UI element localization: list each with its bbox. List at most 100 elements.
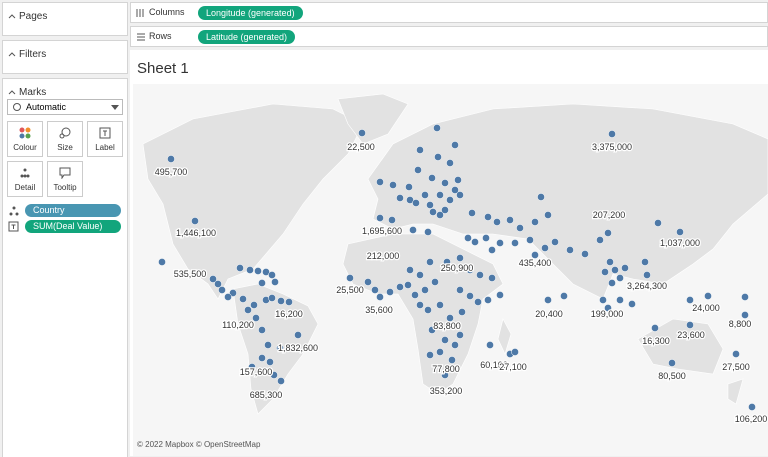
country-dot xyxy=(433,124,441,132)
country-dot xyxy=(209,275,217,283)
tooltip-button[interactable]: Tooltip xyxy=(47,161,83,197)
country-dot xyxy=(268,294,276,302)
value-label: 353,200 xyxy=(430,386,463,396)
country-dot xyxy=(641,258,649,266)
country-dot xyxy=(386,288,394,296)
country-dot xyxy=(604,304,612,312)
country-dot xyxy=(484,213,492,221)
country-dot xyxy=(358,129,366,137)
value-label: 3,375,000 xyxy=(592,142,632,152)
country-dot xyxy=(248,363,256,371)
country-dot xyxy=(441,336,449,344)
country-dot xyxy=(264,341,272,349)
country-dot xyxy=(436,211,444,219)
country-dot xyxy=(431,278,439,286)
mark-type: Automatic xyxy=(26,102,67,112)
country-dot xyxy=(451,341,459,349)
country-dot xyxy=(376,293,384,301)
chevron[interactable] xyxy=(8,51,16,57)
mark-type-dropdown[interactable]: Automatic xyxy=(7,99,123,115)
country-dot xyxy=(468,209,476,217)
country-dot xyxy=(426,351,434,359)
country-dot xyxy=(409,226,417,234)
country-dot xyxy=(441,371,449,379)
country-dot xyxy=(596,236,604,244)
country-dot xyxy=(537,193,545,201)
country-dot xyxy=(277,297,285,305)
country-dot xyxy=(376,214,384,222)
value-label: 83,800 xyxy=(433,321,461,331)
value-label: 1,832,600 xyxy=(278,343,318,353)
value-label: 35,600 xyxy=(365,305,393,315)
country-dot xyxy=(464,234,472,242)
country-dot xyxy=(476,271,484,279)
country-dot xyxy=(229,289,237,297)
country-dot xyxy=(668,359,676,367)
size-icon xyxy=(59,127,71,139)
value-label: 22,500 xyxy=(347,142,375,152)
country-dot xyxy=(451,141,459,149)
colour-icon xyxy=(19,127,31,139)
value-label: 212,000 xyxy=(367,251,400,261)
value-label: 80,500 xyxy=(658,371,686,381)
country-dot xyxy=(294,331,302,339)
country-dot xyxy=(412,199,420,207)
value-label: 110,200 xyxy=(222,320,254,330)
country-dot xyxy=(258,326,266,334)
country-dot xyxy=(531,251,539,259)
country-dot xyxy=(456,331,464,339)
country-dot xyxy=(608,279,616,287)
size-button[interactable]: Size xyxy=(47,121,83,157)
country-dot xyxy=(566,246,574,254)
button-label: Colour xyxy=(13,143,37,152)
country-dot xyxy=(482,234,490,242)
country-dot xyxy=(544,211,552,219)
marks-heading: Marks xyxy=(19,87,47,98)
value-label: 16,200 xyxy=(275,309,303,319)
country-dot xyxy=(246,266,254,274)
rows-pill[interactable]: Latitude (generated) xyxy=(198,30,296,44)
country-dot xyxy=(406,266,414,274)
detail-button[interactable]: Detail xyxy=(7,161,43,197)
columns-icon xyxy=(136,9,144,17)
country-dot xyxy=(426,201,434,209)
field-pill[interactable]: SUM(Deal Value) xyxy=(25,220,121,233)
country-dot xyxy=(388,216,396,224)
value-label: 27,100 xyxy=(499,362,527,372)
attribution: © 2022 Mapbox © OpenStreetMap xyxy=(137,440,261,449)
columns-shelf: Columns Longitude (generated) xyxy=(130,2,768,23)
land xyxy=(142,93,768,415)
country-dot xyxy=(416,301,424,309)
value-label: 685,300 xyxy=(250,390,283,400)
country-dot xyxy=(466,266,474,274)
chevron[interactable] xyxy=(8,89,16,95)
country-dot xyxy=(526,236,534,244)
value-label: 250,900 xyxy=(441,263,474,273)
pages-card: Pages xyxy=(2,2,128,36)
pages-heading: Pages xyxy=(19,11,48,22)
tooltip-icon xyxy=(59,167,71,180)
label-button[interactable]: Label xyxy=(87,121,123,157)
country-dot xyxy=(389,181,397,189)
value-label: 24,000 xyxy=(692,303,720,313)
country-dot xyxy=(451,186,459,194)
country-dot xyxy=(676,228,684,236)
country-dot xyxy=(268,271,276,279)
country-dot xyxy=(456,254,464,262)
rows-shelf: Rows Latitude (generated) xyxy=(130,26,768,47)
country-dot xyxy=(560,292,568,300)
country-dot xyxy=(606,258,614,266)
country-dot xyxy=(604,229,612,237)
country-dot xyxy=(446,314,454,322)
field-pill[interactable]: Country xyxy=(25,204,121,217)
country-dot xyxy=(424,228,432,236)
country-dot xyxy=(651,324,659,332)
columns-pill[interactable]: Longitude (generated) xyxy=(198,6,303,20)
country-dot xyxy=(428,174,436,182)
chevron[interactable] xyxy=(8,13,16,19)
country-dot xyxy=(414,166,422,174)
country-dot xyxy=(686,321,694,329)
country-dot xyxy=(616,296,624,304)
colour-button[interactable]: Colour xyxy=(7,121,43,157)
